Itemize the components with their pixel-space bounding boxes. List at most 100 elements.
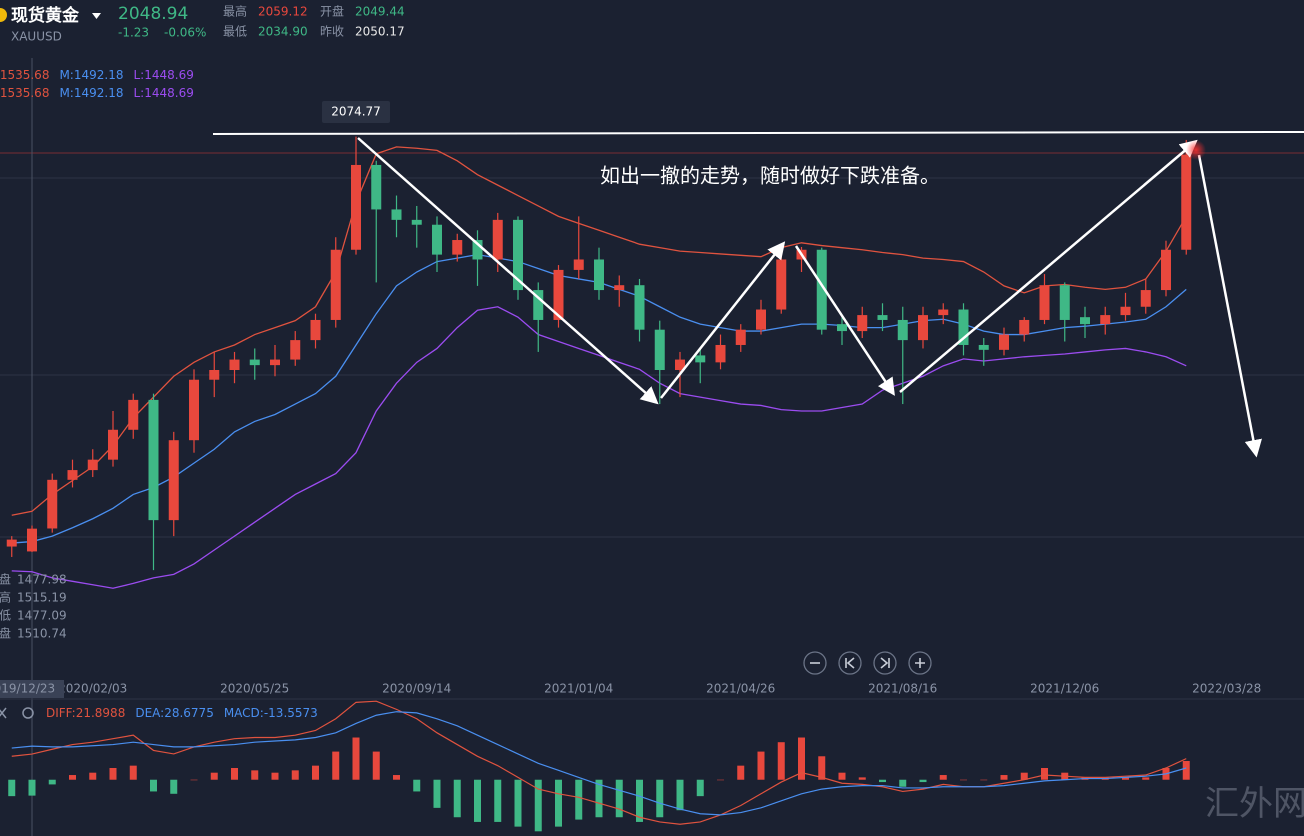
- macd-bar: [919, 779, 927, 783]
- candle-body: [1120, 306, 1131, 316]
- legend-name: M:: [59, 68, 73, 82]
- macd-line: [11, 711, 1187, 816]
- candle-body: [492, 219, 503, 260]
- stat-label: 昨收: [320, 25, 344, 39]
- zoom-in-button[interactable]: [908, 651, 932, 675]
- zoom-out-button[interactable]: [803, 651, 827, 675]
- candle-body: [735, 329, 746, 345]
- candle-body: [634, 285, 645, 330]
- scroll-end-button[interactable]: [873, 651, 897, 675]
- candle-body: [27, 528, 37, 552]
- band-line: [11, 306, 1187, 589]
- x-tick-label: 2021/08/16: [868, 682, 937, 696]
- annotation: 如出一撤的走势，随时做好下跌准备。: [600, 164, 940, 188]
- legend-name: MACD:: [224, 706, 264, 720]
- settings-icon[interactable]: [22, 707, 34, 719]
- candle-body: [229, 359, 240, 370]
- x-tick-label: 2021/01/04: [544, 682, 613, 696]
- macd-bar: [453, 779, 461, 818]
- macd-bar: [1000, 775, 1008, 780]
- stat-value: 2034.90: [258, 25, 308, 39]
- ohlc-value: 1510.74: [17, 627, 67, 641]
- candle-body: [290, 340, 301, 360]
- high-label: 2074.77: [331, 105, 381, 119]
- candle-body: [573, 259, 584, 270]
- legend-name: L:: [133, 86, 144, 100]
- high-label-box: [322, 101, 390, 123]
- macd-bar: [777, 742, 785, 780]
- stat-value: 2059.12: [258, 5, 308, 19]
- legend-value: 1448.69: [144, 68, 194, 82]
- macd-bar: [696, 779, 704, 797]
- instrument-name[interactable]: 现货黄金: [11, 5, 80, 26]
- legend-name: DEA:: [135, 706, 164, 720]
- candle-body: [776, 259, 787, 310]
- macd-bar: [129, 765, 137, 780]
- arrow: [660, 241, 786, 399]
- resistance-line: [212, 131, 1304, 135]
- macd-bar: [332, 751, 340, 780]
- ohlc-value: 1477.98: [17, 573, 67, 587]
- legend-row: U:1535.68M:1492.18L:1448.69: [0, 68, 194, 82]
- x-axis: 2020/02/03 2020/05/25 2020/09/14 2021/01/04…: [0, 680, 1261, 698]
- macd-bar: [514, 779, 522, 827]
- macd-bar: [575, 779, 583, 820]
- macd-bar: [474, 779, 481, 822]
- ohlc-panel: 开盘 1477.98 最高 1515.19 最低 1477.09 收盘 1510…: [0, 572, 67, 641]
- macd-bar: [231, 768, 238, 780]
- macd-line: [11, 700, 1187, 825]
- ohlc-label: 最低: [0, 609, 11, 623]
- candle-body: [108, 429, 118, 460]
- candle-body: [837, 324, 847, 332]
- candle-body: [1161, 249, 1171, 291]
- close-icon[interactable]: [0, 707, 7, 719]
- ohlc-value: 1515.19: [17, 591, 67, 605]
- candle-body: [958, 309, 969, 345]
- macd-bar: [251, 770, 259, 780]
- macd-bar: [352, 737, 360, 780]
- macd-bar: [818, 756, 826, 780]
- dropdown-caret[interactable]: [92, 13, 101, 19]
- candle-body: [1140, 290, 1151, 307]
- legend-value: 28.6775: [164, 706, 214, 720]
- candle-body: [472, 240, 483, 260]
- macd-bar: [717, 779, 724, 781]
- macd-bar: [1020, 772, 1028, 780]
- macd-bar: [656, 779, 664, 818]
- macd-bar: [939, 775, 947, 780]
- candle-body: [654, 329, 665, 370]
- scroll-start-button[interactable]: [838, 651, 862, 675]
- macd-legend: DIFF:21.8988 DEA:28.6775 MACD:-13.5573: [0, 706, 318, 720]
- legend-name: M:: [59, 86, 73, 100]
- legend-value: 21.8988: [76, 706, 126, 720]
- symbol: XAUUSD: [11, 30, 62, 44]
- price-change-pct: -0.06%: [164, 26, 206, 40]
- macd-bar: [271, 772, 279, 780]
- legend-name: DIFF:: [46, 706, 76, 720]
- macd-bar: [48, 779, 56, 785]
- macd-bar: [676, 779, 684, 811]
- candle-body: [249, 359, 260, 366]
- macd-bar: [636, 779, 643, 822]
- macd-bar: [1122, 777, 1129, 780]
- candle-body: [67, 470, 78, 480]
- macd-bar: [291, 770, 299, 780]
- candle-body: [432, 224, 442, 255]
- band-legend: U:1535.68M:1492.18L:1448.69 U:1535.68M:1…: [0, 68, 194, 100]
- macd-bar: [960, 779, 967, 781]
- legend-value: 1492.18: [74, 68, 124, 82]
- macd-bar: [28, 779, 36, 796]
- macd-bar: [109, 768, 117, 780]
- arrow: [357, 137, 659, 405]
- macd-bar: [798, 737, 805, 780]
- candle-body: [128, 399, 139, 430]
- ohlc-label: 收盘: [0, 626, 11, 641]
- drawings: 如出一撤的走势，随时做好下跌准备。 2074.77: [212, 101, 1304, 458]
- candle-body: [189, 379, 199, 441]
- candle-body: [938, 309, 949, 316]
- candle-body: [6, 539, 17, 547]
- candle-body: [411, 219, 422, 225]
- candle-body: [1019, 319, 1030, 335]
- macd-bar: [190, 779, 198, 781]
